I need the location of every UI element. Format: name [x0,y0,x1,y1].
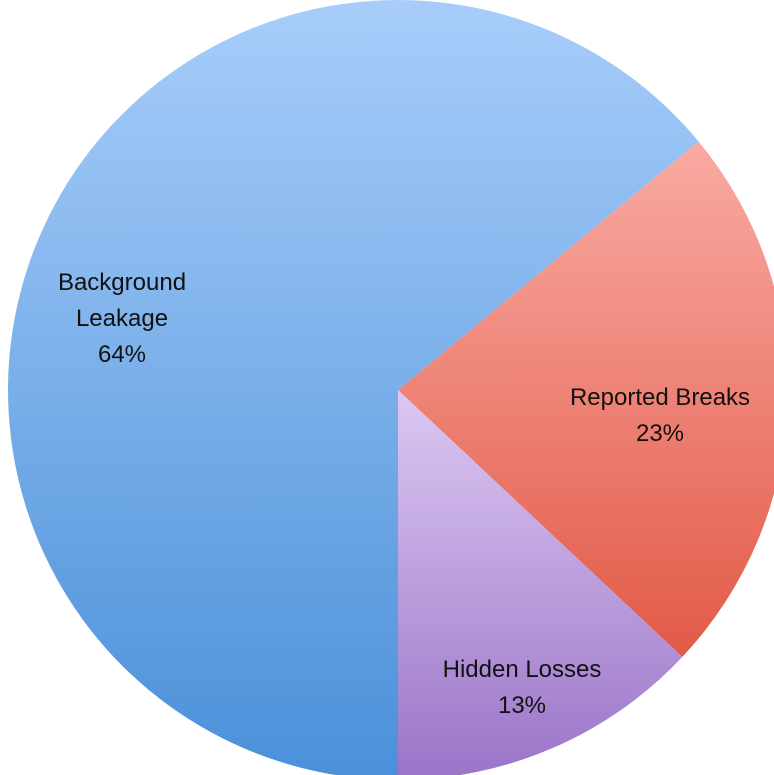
slice-label-background-leakage-line1: Background [57,269,187,296]
slice-label-background-leakage: Background Leakage 64% [22,265,222,373]
slice-label-reported-breaks-line1: Reported Breaks [569,384,751,411]
slice-label-hidden-losses: Hidden Losses 13% [412,652,632,724]
slice-label-hidden-losses-line1: Hidden Losses [442,656,602,683]
slice-percent-reported-breaks: 23% [635,420,685,447]
slice-label-background-leakage-line2: Leakage [75,305,169,332]
slice-label-reported-breaks: Reported Breaks 23% [540,380,774,452]
pie-slice-reported [398,141,774,657]
pie-slice-background [8,0,699,775]
slice-percent-hidden-losses: 13% [497,692,547,719]
slice-percent-background-leakage: 64% [97,341,147,368]
pie-slice-hidden [398,390,683,775]
